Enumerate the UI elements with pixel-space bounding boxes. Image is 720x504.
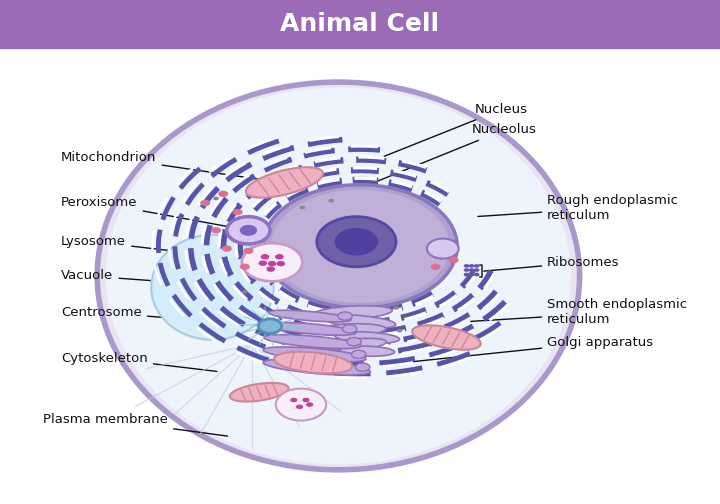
Ellipse shape xyxy=(258,261,267,266)
Ellipse shape xyxy=(335,228,378,256)
Ellipse shape xyxy=(464,273,469,276)
Ellipse shape xyxy=(227,217,270,244)
Text: Peroxisome: Peroxisome xyxy=(61,197,246,230)
Ellipse shape xyxy=(263,185,457,308)
Ellipse shape xyxy=(324,315,396,328)
Text: Plasma membrane: Plasma membrane xyxy=(43,413,228,436)
Ellipse shape xyxy=(200,200,210,206)
Ellipse shape xyxy=(246,167,323,198)
Ellipse shape xyxy=(242,243,302,281)
Text: Smooth endoplasmic
reticulum: Smooth endoplasmic reticulum xyxy=(471,298,688,327)
Ellipse shape xyxy=(397,329,402,333)
Ellipse shape xyxy=(347,338,361,346)
Text: Rough endoplasmic
reticulum: Rough endoplasmic reticulum xyxy=(478,194,678,222)
Ellipse shape xyxy=(393,306,399,309)
Ellipse shape xyxy=(302,398,310,402)
Text: Mitochondrion: Mitochondrion xyxy=(61,151,278,182)
Ellipse shape xyxy=(313,306,392,319)
Ellipse shape xyxy=(464,264,469,268)
Ellipse shape xyxy=(427,238,459,259)
Ellipse shape xyxy=(261,254,269,260)
Ellipse shape xyxy=(296,405,303,409)
Ellipse shape xyxy=(242,290,248,294)
Ellipse shape xyxy=(264,359,370,375)
Ellipse shape xyxy=(266,266,275,272)
Ellipse shape xyxy=(335,332,400,343)
Ellipse shape xyxy=(469,273,474,276)
Ellipse shape xyxy=(344,226,359,235)
Text: Golgi apparatus: Golgi apparatus xyxy=(384,336,653,364)
Ellipse shape xyxy=(449,257,459,263)
Ellipse shape xyxy=(275,254,284,260)
Ellipse shape xyxy=(351,350,366,358)
Ellipse shape xyxy=(240,225,257,236)
Ellipse shape xyxy=(317,324,386,336)
Ellipse shape xyxy=(317,217,396,267)
Ellipse shape xyxy=(474,273,480,276)
Ellipse shape xyxy=(211,227,221,233)
Ellipse shape xyxy=(266,323,356,335)
Ellipse shape xyxy=(358,226,384,242)
Text: Centrosome: Centrosome xyxy=(61,306,267,326)
Ellipse shape xyxy=(412,325,481,350)
Ellipse shape xyxy=(328,199,334,203)
Ellipse shape xyxy=(326,338,387,350)
Ellipse shape xyxy=(276,389,326,420)
Ellipse shape xyxy=(306,402,313,407)
Ellipse shape xyxy=(233,209,243,215)
Ellipse shape xyxy=(474,268,480,272)
Ellipse shape xyxy=(213,197,219,200)
Ellipse shape xyxy=(222,245,232,252)
Ellipse shape xyxy=(258,319,282,334)
Text: Vacuole: Vacuole xyxy=(61,270,210,285)
Ellipse shape xyxy=(469,268,474,272)
Text: Animal Cell: Animal Cell xyxy=(280,12,440,36)
Ellipse shape xyxy=(97,82,580,470)
Ellipse shape xyxy=(264,335,361,349)
Text: Ribosomes: Ribosomes xyxy=(484,256,620,271)
Ellipse shape xyxy=(218,191,228,197)
Ellipse shape xyxy=(359,220,376,231)
Ellipse shape xyxy=(343,325,357,333)
Ellipse shape xyxy=(335,233,354,244)
Ellipse shape xyxy=(230,383,289,402)
Ellipse shape xyxy=(333,238,365,259)
Ellipse shape xyxy=(240,264,250,270)
Ellipse shape xyxy=(106,88,571,464)
Ellipse shape xyxy=(290,398,297,402)
Ellipse shape xyxy=(338,312,352,320)
Ellipse shape xyxy=(271,190,449,303)
Ellipse shape xyxy=(151,235,274,340)
Ellipse shape xyxy=(350,247,370,261)
Ellipse shape xyxy=(356,363,370,371)
Ellipse shape xyxy=(300,206,305,209)
Ellipse shape xyxy=(276,261,285,266)
Ellipse shape xyxy=(469,264,474,268)
Ellipse shape xyxy=(474,264,480,268)
Ellipse shape xyxy=(269,310,351,322)
Ellipse shape xyxy=(431,264,441,270)
Text: Cytoskeleton: Cytoskeleton xyxy=(61,352,217,371)
Text: Lysosome: Lysosome xyxy=(61,235,267,262)
Ellipse shape xyxy=(274,352,352,373)
Ellipse shape xyxy=(340,346,395,356)
Ellipse shape xyxy=(464,268,469,272)
Ellipse shape xyxy=(370,237,393,252)
Text: Nucleolus: Nucleolus xyxy=(377,123,536,181)
Ellipse shape xyxy=(264,347,366,362)
Ellipse shape xyxy=(268,261,276,266)
Text: Nucleus: Nucleus xyxy=(384,103,528,156)
Ellipse shape xyxy=(243,247,253,254)
